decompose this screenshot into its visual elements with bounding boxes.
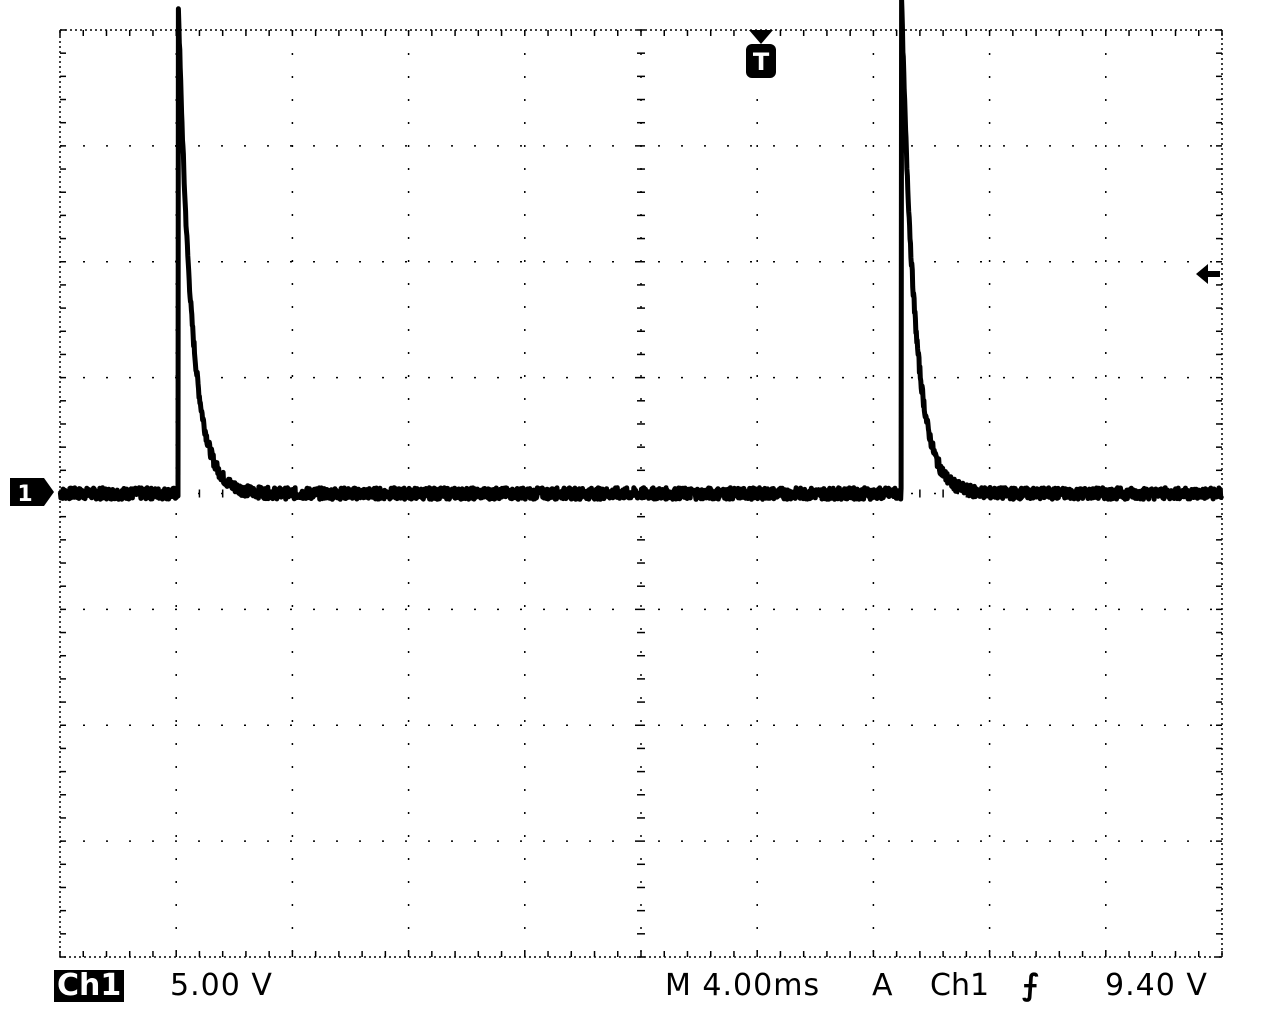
marker-group: 1 T (10, 30, 1220, 507)
acquire-mode: A (872, 968, 893, 1003)
ch1-trace (57, 0, 1225, 502)
scale-readout-bar: Ch1 5.00 V M 4.00ms A Ch1 ⨍ 9.40 V (0, 960, 1264, 1012)
trigger-marker-label: T (753, 48, 770, 76)
trigger-marker-box (746, 44, 776, 78)
trace-group (57, 0, 1225, 502)
timebase-readout: M 4.00ms (665, 968, 821, 1003)
channel-marker-tag (10, 478, 54, 506)
trigger-level-arrow-icon (1196, 264, 1220, 284)
trigger-level-marker (1196, 264, 1220, 284)
channel-volts-per-div: 5.00 V (170, 968, 273, 1003)
trigger-slope-icon: ⨍ (1022, 968, 1039, 1003)
channel-marker: 1 (10, 478, 54, 507)
trigger-position-marker: T (746, 30, 776, 78)
channel-marker-label: 1 (17, 482, 32, 507)
trigger-marker-arrow (749, 30, 773, 44)
trigger-source: Ch1 (930, 968, 990, 1003)
trigger-level-readout: 9.40 V (1105, 968, 1208, 1003)
channel-label: Ch1 (54, 970, 125, 1002)
